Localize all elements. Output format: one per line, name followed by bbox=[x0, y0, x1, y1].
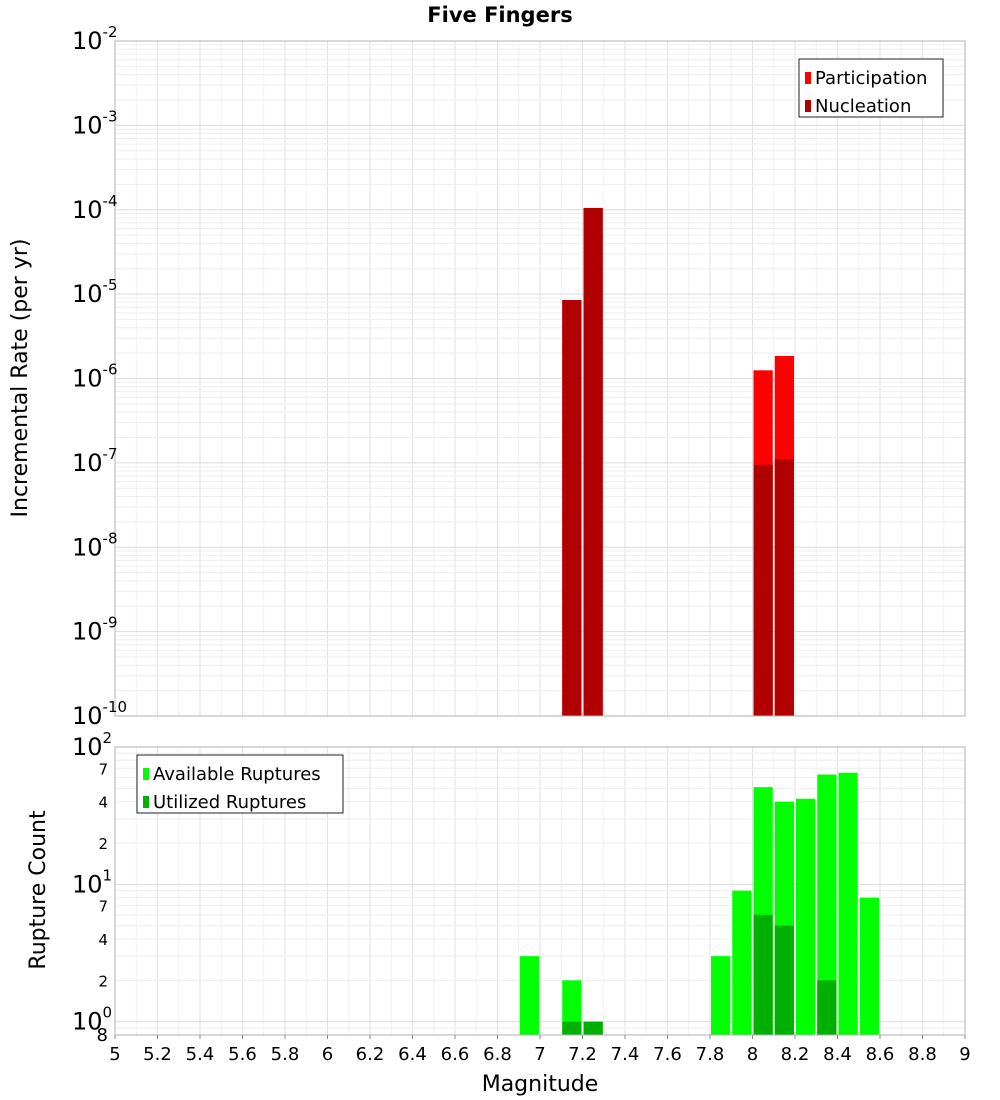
series2-bar-8_35 bbox=[817, 980, 837, 1035]
count-y-minor-tick: 4 bbox=[98, 931, 108, 949]
legend-swatch bbox=[805, 100, 811, 112]
x-tick-label: 8.8 bbox=[908, 1044, 937, 1065]
count-y-tick: 102 bbox=[72, 729, 112, 761]
chart-title: Five Fingers bbox=[427, 3, 572, 27]
rate-bars bbox=[562, 207, 794, 716]
series2-bar-8_15 bbox=[774, 925, 794, 1035]
x-tick-label: 7.2 bbox=[568, 1044, 597, 1065]
x-tick-label: 7.6 bbox=[653, 1044, 682, 1065]
x-tick-label: 8.6 bbox=[866, 1044, 895, 1065]
series1-bar-8_25 bbox=[796, 798, 816, 1035]
count-y-minor-tick: 4 bbox=[98, 794, 108, 812]
series1-bar-7_85 bbox=[711, 956, 731, 1035]
x-tick-label: 7.8 bbox=[696, 1044, 725, 1065]
x-tick-label: 5.4 bbox=[186, 1044, 215, 1065]
rate-y-tick: 10-3 bbox=[72, 107, 118, 139]
legend-label: Available Ruptures bbox=[153, 764, 321, 785]
x-tick-label: 6 bbox=[322, 1044, 333, 1065]
count-y-minor-tick: 8 bbox=[97, 1025, 108, 1046]
x-tick-label: 6.8 bbox=[483, 1044, 512, 1065]
x-tick-label: 8.2 bbox=[781, 1044, 810, 1065]
series1-bar-8_45 bbox=[838, 772, 858, 1035]
count-y-tick: 101 bbox=[72, 866, 112, 898]
count-y-tick: 100 bbox=[72, 1004, 112, 1036]
count-plot: 102 101 100 7 4 2 7 4 2 8 5 5.2 5.4 5.6 5.8 6 6.2 6.4 6.6… bbox=[26, 729, 971, 1097]
x-tick-label: 7.4 bbox=[611, 1044, 640, 1065]
series1-bar-7_95 bbox=[732, 890, 752, 1035]
count-y-minor-tick: 7 bbox=[98, 760, 108, 778]
series2-bar-8_05 bbox=[753, 914, 773, 1035]
series2-bar-7_25 bbox=[583, 207, 603, 716]
legend-swatch bbox=[805, 72, 811, 84]
rate-legend: Participation Nucleation bbox=[798, 58, 944, 118]
x-tick-label: 8 bbox=[747, 1044, 758, 1065]
legend-box bbox=[136, 754, 344, 814]
x-tick-label: 5.2 bbox=[143, 1044, 172, 1065]
count-y-tick-labels: 102 101 100 7 4 2 7 4 2 8 bbox=[72, 729, 112, 1046]
rate-y-tick: 10-4 bbox=[72, 192, 118, 224]
count-bars bbox=[519, 772, 879, 1035]
rate-y-tick-labels: 10-2 10-3 10-4 10-5 10-6 10-7 10-8 10-9 10-10 bbox=[72, 23, 127, 730]
legend-swatch bbox=[143, 768, 149, 780]
series2-bar-7_15 bbox=[562, 1021, 582, 1035]
legend-box bbox=[798, 58, 944, 118]
x-tick-label: 6.4 bbox=[398, 1044, 427, 1065]
count-y-minor-tick: 2 bbox=[98, 835, 108, 853]
rate-y-tick: 10-9 bbox=[72, 614, 118, 646]
magnitude-x-tick-labels: 5 5.2 5.4 5.6 5.8 6 6.2 6.4 6.6 6.8 7 7.2 7.4 7.6 7.8 8… bbox=[109, 1035, 971, 1065]
legend-label: Participation bbox=[815, 68, 927, 89]
series2-bar-8_15 bbox=[774, 459, 794, 716]
rate-y-axis-label: Incremental Rate (per yr) bbox=[8, 239, 33, 518]
rate-y-tick: 10-10 bbox=[72, 698, 127, 730]
series1-bar-7_15 bbox=[562, 980, 582, 1035]
legend-label: Utilized Ruptures bbox=[153, 792, 306, 813]
rate-plot-frame bbox=[114, 40, 966, 717]
legend-swatch bbox=[143, 796, 149, 808]
rate-y-tick: 10-2 bbox=[72, 23, 118, 55]
x-tick-label: 5.6 bbox=[228, 1044, 257, 1065]
series2-bar-8_05 bbox=[753, 464, 773, 716]
x-tick-label: 9 bbox=[959, 1044, 970, 1065]
series1-bar-8_35 bbox=[817, 774, 837, 1035]
count-legend: Available Ruptures Utilized Ruptures bbox=[136, 754, 344, 814]
rate-y-tick: 10-6 bbox=[72, 361, 118, 393]
rate-plot: 10-2 10-3 10-4 10-5 10-6 10-7 10-8 10-9 10-10 Fi… bbox=[8, 3, 966, 730]
legend-label: Nucleation bbox=[815, 96, 911, 117]
x-tick-label: 7 bbox=[534, 1044, 545, 1065]
series2-bar-7_25 bbox=[583, 1021, 603, 1035]
x-tick-label: 5 bbox=[109, 1044, 120, 1065]
series2-bar-7_15 bbox=[562, 300, 582, 716]
series1-bar-8_55 bbox=[859, 897, 879, 1035]
count-y-minor-tick: 2 bbox=[98, 972, 108, 990]
series1-bar-6_95 bbox=[519, 956, 539, 1035]
rate-gridlines bbox=[114, 40, 966, 717]
x-tick-label: 8.4 bbox=[823, 1044, 852, 1065]
rate-y-tick: 10-8 bbox=[72, 529, 118, 561]
magnitude-x-axis-label: Magnitude bbox=[482, 1072, 599, 1097]
rate-y-tick: 10-5 bbox=[72, 276, 118, 308]
x-tick-label: 6.2 bbox=[356, 1044, 385, 1065]
x-tick-label: 5.8 bbox=[271, 1044, 300, 1065]
rate-y-tick: 10-7 bbox=[72, 445, 118, 477]
count-y-axis-label: Rupture Count bbox=[26, 810, 51, 970]
x-tick-label: 6.6 bbox=[441, 1044, 470, 1065]
count-y-minor-tick: 7 bbox=[98, 898, 108, 916]
